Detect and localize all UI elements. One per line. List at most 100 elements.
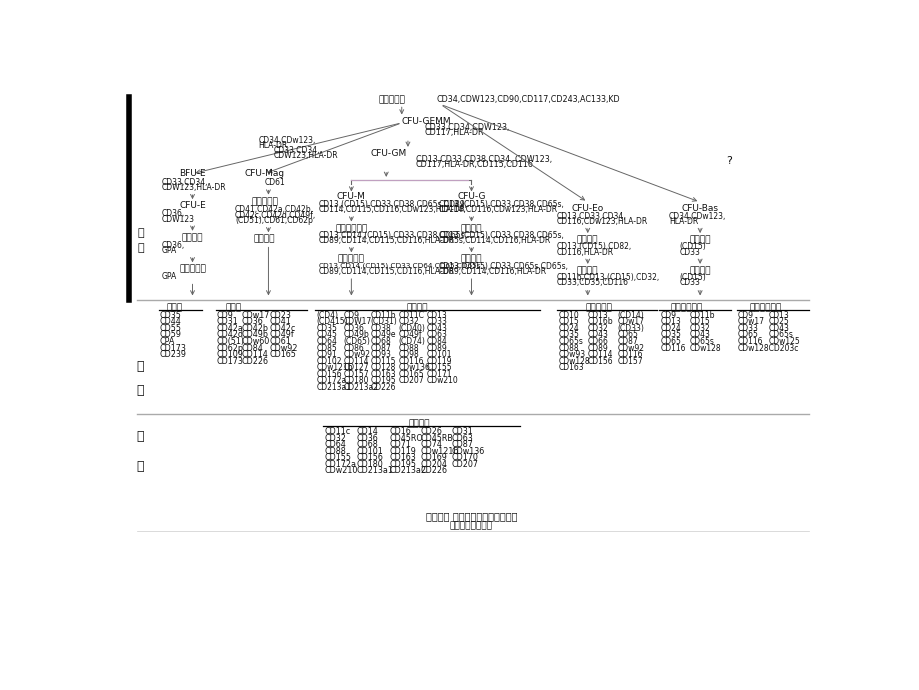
Text: CFU-Eo: CFU-Eo [571, 204, 603, 213]
Text: CD71: CD71 [389, 440, 411, 449]
Text: CD204: CD204 [420, 460, 447, 469]
Text: CD49e: CD49e [370, 331, 396, 339]
Text: CD172a: CD172a [323, 460, 356, 469]
Text: CD34,CDw123,: CD34,CDw123, [668, 212, 726, 221]
Text: CD171: CD171 [426, 370, 451, 379]
Text: CDw136: CDw136 [451, 446, 484, 455]
Text: CD88: CD88 [323, 446, 346, 455]
Text: CDw17: CDw17 [617, 317, 643, 326]
Text: CD34,CDW123,CD90,CD117,CD243,AC133,KD: CD34,CDW123,CD90,CD117,CD243,AC133,KD [437, 95, 619, 104]
Text: CD89: CD89 [587, 344, 607, 353]
Text: (CD415): (CD415) [316, 317, 347, 326]
Text: CDw128: CDw128 [558, 357, 589, 366]
Text: CD13,(CD15),CD33,CD38,CD65s,: CD13,(CD15),CD33,CD38,CD65s, [438, 230, 564, 239]
Text: CD31: CD31 [451, 427, 472, 436]
Text: 幼粒细胞: 幼粒细胞 [688, 235, 710, 244]
Text: CD87: CD87 [617, 337, 637, 346]
Text: CD33,CD35,CD116: CD33,CD35,CD116 [556, 279, 628, 288]
Text: (CD14): (CD14) [617, 310, 643, 320]
Text: CDw92: CDw92 [344, 350, 370, 359]
Text: CD74: CD74 [420, 440, 442, 449]
Text: CD13: CD13 [660, 317, 681, 326]
Text: CD25: CD25 [767, 317, 789, 326]
Text: CD23: CD23 [269, 310, 291, 320]
Text: CDw93: CDw93 [558, 350, 584, 359]
Text: CD65: CD65 [737, 331, 758, 339]
Text: CD65: CD65 [660, 337, 681, 346]
Text: CFU-GEMM: CFU-GEMM [402, 117, 451, 126]
Text: CD49b: CD49b [344, 331, 369, 339]
Text: CDw210: CDw210 [323, 466, 357, 475]
Text: CD36,: CD36, [162, 241, 185, 250]
Text: CD35: CD35 [160, 310, 182, 320]
Text: CD32: CD32 [323, 433, 346, 443]
Text: CDw136: CDw136 [398, 363, 430, 372]
Text: CD68: CD68 [357, 440, 378, 449]
Text: 网织红细胞: 网织红细胞 [179, 265, 206, 274]
Text: CD114: CD114 [587, 350, 613, 359]
Text: CD13,(CD15),CD33,CD65s,CD65s,: CD13,(CD15),CD33,CD65s,CD65s, [438, 262, 568, 270]
Text: CFU-G: CFU-G [457, 193, 485, 201]
Text: CD101: CD101 [426, 350, 451, 359]
Text: CD173: CD173 [160, 344, 187, 353]
Text: CD42c: CD42c [269, 324, 296, 333]
Text: CD33,CD34,: CD33,CD34, [162, 177, 208, 186]
Text: CDw121b: CDw121b [316, 363, 353, 372]
Text: CD13,CD33,CD38,CD34, CDW123,: CD13,CD33,CD38,CD34, CDW123, [415, 155, 551, 164]
Text: CD115: CD115 [370, 357, 396, 366]
Text: CDw128: CDw128 [689, 344, 720, 353]
Text: CD180: CD180 [344, 376, 369, 385]
Text: CD13: CD13 [587, 310, 607, 320]
Text: 幼单核细胞: 幼单核细胞 [337, 255, 365, 264]
Text: 原始单核细胞: 原始单核细胞 [335, 224, 367, 233]
Text: CD213a2: CD213a2 [344, 383, 379, 392]
Text: 嗜酸性粒细胞: 嗜酸性粒细胞 [670, 303, 702, 312]
Text: CDw92: CDw92 [269, 344, 298, 353]
Text: CD114,CD115,CD116,CDw123,HLA-DR: CD114,CD115,CD116,CDw123,HLA-DR [319, 206, 465, 215]
Text: CD33: CD33 [426, 317, 447, 326]
Text: CD165: CD165 [398, 370, 424, 379]
Text: CD66: CD66 [587, 337, 608, 346]
Text: CD85: CD85 [316, 344, 337, 353]
Text: CD44: CD44 [160, 317, 182, 326]
Text: CDW123,HLA-DR: CDW123,HLA-DR [274, 151, 338, 161]
Text: 原粒细胞: 原粒细胞 [460, 224, 482, 233]
Text: CD116: CD116 [660, 344, 686, 353]
Text: (CD15): (CD15) [678, 273, 705, 282]
Text: (CD33): (CD33) [617, 324, 643, 333]
Text: CD163: CD163 [558, 363, 584, 372]
Text: BFU-E: BFU-E [179, 169, 206, 178]
Text: CD226: CD226 [420, 466, 447, 475]
Text: CD36: CD36 [241, 317, 263, 326]
Text: CD65s: CD65s [558, 337, 583, 346]
Text: CD65s,CD114,CD116,HLA-DR: CD65s,CD114,CD116,HLA-DR [438, 236, 550, 245]
Text: CD119: CD119 [426, 357, 451, 366]
Text: CD41,CD42a,CD42b,: CD41,CD42a,CD42b, [235, 206, 313, 215]
Text: CD63: CD63 [451, 433, 472, 443]
Text: CD9: CD9 [660, 310, 675, 320]
Text: CD42c,CD42d,CD49f,: CD42c,CD42d,CD49f, [235, 210, 316, 219]
Text: CD157: CD157 [344, 370, 369, 379]
Text: CD65: CD65 [617, 331, 638, 339]
Text: (CD40): (CD40) [398, 324, 425, 333]
Text: CD89,CD114,CD115,CD116,HLA-DR: CD89,CD114,CD115,CD116,HLA-DR [319, 236, 454, 245]
Text: 组: 组 [137, 431, 144, 444]
Text: CD226: CD226 [370, 383, 396, 392]
Text: CD89,CD114,CD115,CD116,HLA-DR: CD89,CD114,CD115,CD116,HLA-DR [319, 267, 454, 276]
Text: 巨噬细胞: 巨噬细胞 [408, 420, 429, 428]
Text: CD13,CD33,CD34,: CD13,CD33,CD34, [556, 212, 626, 221]
Text: CD117,HLA-DR,CD115,CD116: CD117,HLA-DR,CD115,CD116 [415, 160, 533, 169]
Text: 组: 组 [137, 460, 144, 473]
Text: CD14: CD14 [357, 427, 378, 436]
Text: CD65s: CD65s [689, 337, 714, 346]
Text: CD157: CD157 [617, 357, 642, 366]
Text: CDW123,HLA-DR: CDW123,HLA-DR [162, 183, 226, 192]
Text: CD33,CD34,CDW123,: CD33,CD34,CDW123, [425, 123, 510, 132]
Text: CD88: CD88 [558, 344, 578, 353]
Text: CD49f: CD49f [269, 331, 294, 339]
Text: CD33: CD33 [678, 248, 699, 257]
Text: CD119: CD119 [389, 446, 415, 455]
Text: CD33,CD34,: CD33,CD34, [274, 146, 320, 155]
Text: 嗜碱性粒细胞: 嗜碱性粒细胞 [749, 303, 781, 312]
Text: CPA: CPA [160, 337, 176, 346]
